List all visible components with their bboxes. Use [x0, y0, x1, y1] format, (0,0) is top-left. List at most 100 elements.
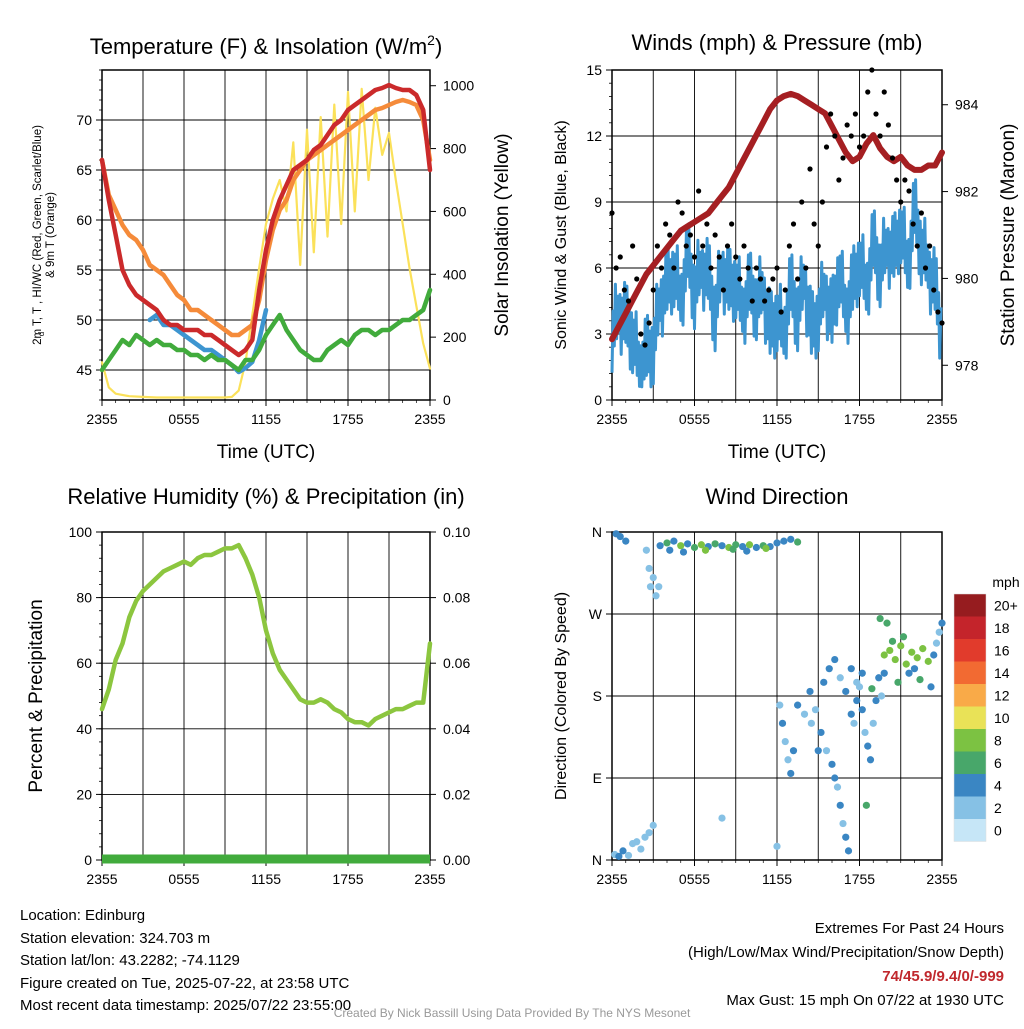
x-tick-label: 2355 — [926, 871, 957, 887]
dewpoint-line — [99, 287, 433, 373]
y-tick-label: S — [593, 688, 602, 704]
wind-direction-point — [780, 537, 788, 545]
gust-point — [720, 287, 726, 293]
wind-direction-point — [752, 543, 760, 552]
relative-humidity-line — [99, 542, 433, 728]
legend-label: 20+ — [994, 597, 1018, 613]
x-tick-label: 0555 — [168, 411, 199, 427]
wind-direction-point — [697, 541, 705, 549]
y-tick-label: 70 — [76, 112, 92, 128]
gust-point — [617, 254, 623, 260]
gust-point — [832, 133, 838, 139]
y-tick-label: 80 — [76, 590, 92, 606]
wind-direction-point — [869, 719, 877, 727]
gust-point — [865, 89, 871, 95]
wind-direction-point — [817, 728, 825, 737]
gust-point — [927, 243, 933, 249]
wind-direction-point — [624, 851, 633, 860]
x-tick-label: 1755 — [844, 871, 875, 887]
y-tick-label: 20 — [76, 786, 92, 802]
wind-direction-point — [646, 583, 655, 591]
wind-direction-point — [880, 669, 888, 677]
wind-direction-point — [888, 637, 897, 645]
gust-point — [774, 265, 780, 271]
y-axis-label: Sonic Wind & Gust (Blue, Black) — [553, 120, 570, 349]
wind-direction-point — [833, 783, 842, 791]
wind-direction-point — [820, 678, 828, 686]
gust-point — [712, 232, 718, 238]
x-tick-label: 1155 — [762, 411, 792, 427]
station-info: Location: Edinburg Station elevation: 32… — [20, 905, 351, 1018]
x-tick-label: 0555 — [679, 411, 710, 427]
gust-point — [683, 243, 689, 249]
wind-direction-point — [633, 838, 641, 846]
y2-tick-label: 400 — [443, 266, 467, 282]
wind-direction-point — [866, 756, 875, 764]
gust-point — [795, 276, 801, 282]
wind-direction-point — [853, 696, 861, 705]
y-tick-label: 100 — [69, 524, 93, 540]
credit-text: Created By Nick Bassill Using Data Provi… — [333, 1006, 691, 1020]
gust-point — [766, 287, 772, 293]
wind-direction-point — [794, 701, 802, 709]
gust-point — [749, 298, 755, 304]
y-axis-label-group: 2m T, T , HI/WC (Red, Green, Scarlet/Blu… — [32, 125, 57, 345]
wind-direction-point — [930, 651, 938, 659]
wind-direction-point — [656, 542, 664, 550]
gust-point — [737, 276, 743, 282]
gust-point — [910, 221, 916, 227]
wind-direction-point — [858, 706, 866, 714]
x-tick-label: 0555 — [168, 871, 199, 887]
gust-point — [873, 111, 879, 117]
wind-direction-point — [839, 819, 847, 828]
y-tick-label: 0 — [594, 392, 602, 408]
wind-direction-point — [913, 654, 921, 662]
gust-point — [914, 243, 920, 249]
gust-point — [658, 265, 665, 271]
y2-tick-label: 984 — [955, 97, 979, 113]
y-axis-label-subscript: d — [37, 332, 46, 336]
gust-point — [828, 111, 834, 117]
wind-direction-point — [842, 833, 850, 841]
plot-border — [611, 531, 943, 861]
gust-point — [675, 199, 681, 205]
gust-point — [894, 177, 900, 183]
gust-point — [716, 254, 722, 260]
legend-label: 0 — [994, 822, 1002, 838]
legend-label: 16 — [994, 642, 1010, 658]
y2-tick-label: 978 — [955, 357, 979, 373]
wind-direction-point — [858, 669, 866, 677]
wind-direction-point — [794, 538, 802, 546]
wind-direction-point — [679, 548, 688, 556]
gust-point — [856, 144, 863, 150]
wind-direction-point — [619, 847, 627, 855]
gust-point — [807, 166, 813, 172]
wind-direction-point — [880, 651, 888, 659]
x-axis-label: Time (UTC) — [217, 442, 316, 463]
gust-point — [663, 221, 669, 227]
y-tick-label: N — [592, 524, 602, 540]
chart-title: Temperature (F) & Insolation (W/m2) — [90, 32, 443, 59]
gust-point — [786, 243, 792, 249]
gust-point — [691, 254, 698, 260]
wind-direction-point — [649, 821, 657, 829]
y2-tick-label: 0.02 — [443, 786, 470, 802]
location-text: Location: Edinburg — [20, 907, 146, 924]
gust-point — [621, 287, 627, 293]
chart-title: Winds (mph) & Pressure (mb) — [632, 30, 923, 55]
x-tick-label: 2355 — [86, 871, 117, 887]
gust-point — [667, 232, 673, 238]
gust-point — [918, 210, 924, 216]
wind-direction-point — [739, 542, 747, 551]
wind-direction-point — [787, 535, 795, 543]
gust-point — [889, 155, 896, 161]
wind-direction-point — [807, 719, 815, 727]
y-tick-label: 3 — [594, 326, 602, 342]
gust-point — [803, 265, 809, 271]
wind-direction-point — [861, 728, 869, 737]
wind-direction-point — [825, 665, 833, 673]
gust-point — [844, 122, 850, 128]
gust-point — [613, 265, 619, 271]
wind-direction-point — [729, 545, 737, 553]
